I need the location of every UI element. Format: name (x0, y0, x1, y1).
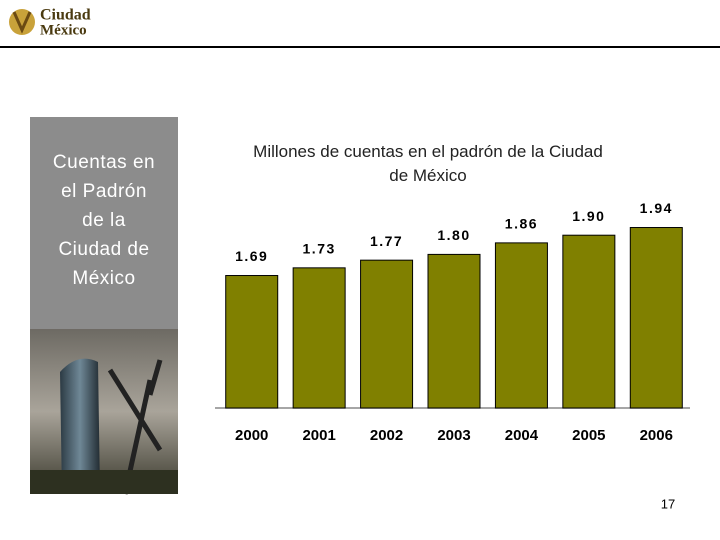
logo: Ciudad México (9, 7, 91, 38)
logo-text: Ciudad (40, 7, 91, 24)
x-tick-label: 2001 (302, 427, 335, 444)
value-label: 1.80 (437, 227, 470, 243)
x-tick-label: 2003 (437, 427, 470, 444)
photo (30, 329, 178, 495)
bar (629, 227, 683, 409)
photo-tower (60, 358, 100, 494)
sidebar-line: de la (82, 210, 126, 231)
x-tick-label: 2002 (370, 427, 403, 444)
bar (427, 253, 481, 409)
bar (292, 267, 346, 409)
sidebar-line: el Padrón (61, 181, 147, 202)
value-label: 1.90 (572, 208, 605, 224)
sidebar-line: Ciudad de (58, 239, 150, 260)
logo-emblem-mark (12, 11, 32, 34)
x-tick-label: 2005 (572, 427, 605, 444)
bar (360, 259, 414, 409)
value-label: 1.86 (505, 216, 538, 232)
value-label: 1.77 (370, 233, 403, 249)
bar (494, 242, 548, 409)
sidebar-text: Cuentas en el Padrón de la Ciudad de México (30, 148, 178, 293)
x-tick-label: 2004 (505, 427, 539, 444)
sidebar-line: Cuentas en (52, 152, 156, 173)
chart-title: Millones de cuentas en el padrón de la C… (253, 142, 603, 185)
x-tick-label: 2000 (235, 427, 268, 444)
photo-trees (30, 470, 178, 494)
page-number: 17 (661, 496, 675, 511)
bar (225, 275, 279, 409)
bar (562, 234, 616, 409)
value-label: 1.73 (303, 241, 336, 257)
value-label: 1.94 (640, 200, 673, 216)
value-label: 1.69 (235, 248, 268, 264)
x-tick-label: 2006 (640, 427, 673, 444)
sidebar-box (30, 117, 178, 329)
logo-text: México (40, 22, 87, 38)
photo-bg (30, 329, 178, 494)
sidebar-line: México (72, 268, 136, 289)
